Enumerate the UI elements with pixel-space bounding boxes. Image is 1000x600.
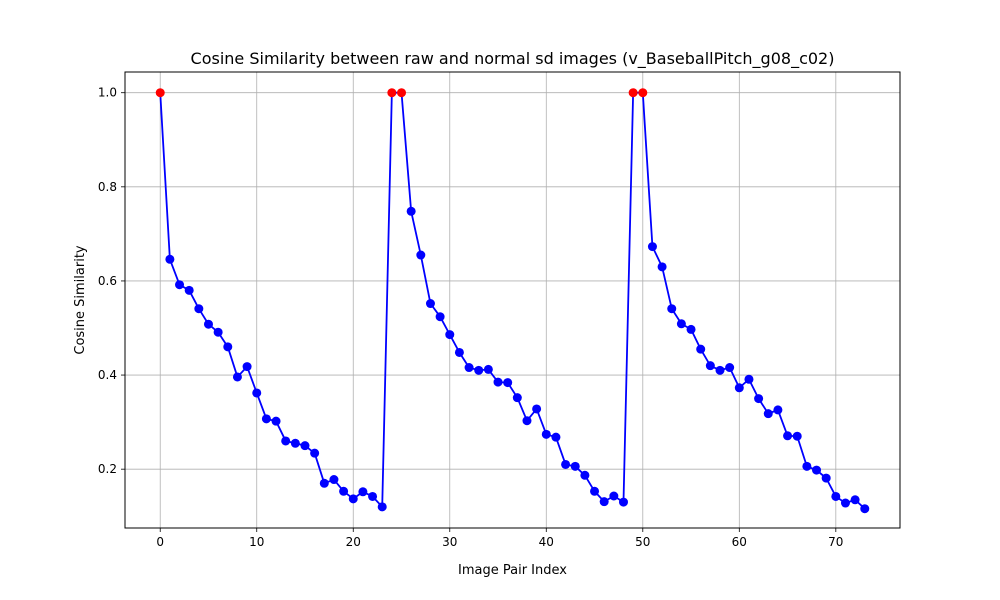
data-point (840, 498, 850, 508)
data-point (532, 404, 542, 414)
data-point (464, 363, 474, 373)
data-point (493, 377, 503, 387)
highlight-point (638, 88, 648, 98)
data-point (184, 285, 194, 295)
highlight-point (397, 88, 407, 98)
x-tick-label: 0 (156, 535, 164, 549)
data-point (261, 414, 271, 424)
data-point (213, 327, 223, 337)
data-point (676, 319, 686, 329)
highlight-point (387, 88, 397, 98)
data-point (194, 304, 204, 314)
data-point (435, 312, 445, 322)
data-point (271, 416, 281, 426)
data-point (618, 497, 628, 507)
y-tick-label: 0.8 (98, 180, 117, 194)
data-point (590, 486, 600, 496)
data-point (348, 494, 358, 504)
data-point (416, 250, 426, 260)
data-point (175, 280, 185, 290)
x-tick-label: 20 (346, 535, 361, 549)
data-point (368, 491, 378, 501)
data-point (821, 473, 831, 483)
data-point (165, 254, 175, 264)
x-tick-label: 50 (635, 535, 650, 549)
data-point (657, 262, 667, 272)
data-point (580, 470, 590, 480)
x-tick-label: 40 (539, 535, 554, 549)
data-point (609, 491, 619, 501)
series (155, 88, 870, 514)
data-point (252, 388, 262, 398)
y-tick-label: 0.2 (98, 462, 117, 476)
data-point (425, 299, 435, 309)
data-point (310, 448, 320, 458)
data-point (541, 429, 551, 439)
data-point (773, 405, 783, 415)
data-point (551, 432, 561, 442)
data-point (223, 342, 233, 352)
data-point (734, 383, 744, 393)
grid (125, 72, 900, 528)
x-tick-label: 10 (249, 535, 264, 549)
data-point (783, 431, 793, 441)
x-tick-label: 70 (828, 535, 843, 549)
data-point (744, 374, 754, 384)
y-axis-label: Cosine Similarity (73, 245, 88, 355)
data-point (705, 361, 715, 371)
data-point (503, 378, 513, 388)
data-point (522, 416, 532, 426)
data-point (850, 495, 860, 505)
data-point (599, 497, 609, 507)
plot-frame (124, 71, 901, 529)
data-point (300, 441, 310, 451)
data-point (647, 242, 657, 252)
data-point (696, 344, 706, 354)
data-point (860, 504, 870, 514)
data-point (725, 363, 735, 373)
x-axis-label: Image Pair Index (458, 563, 567, 578)
data-point (358, 487, 368, 497)
data-point (667, 304, 677, 314)
data-point (812, 465, 822, 475)
data-point (512, 393, 522, 403)
data-point (831, 491, 841, 501)
data-point (570, 461, 580, 471)
highlight-point (155, 88, 165, 98)
x-tick-label: 30 (442, 535, 457, 549)
data-point (232, 372, 242, 382)
highlight-point (628, 88, 638, 98)
y-tick-label: 0.6 (98, 274, 117, 288)
data-point (792, 431, 802, 441)
data-point (445, 330, 455, 340)
chart-title: Cosine Similarity between raw and normal… (191, 49, 835, 69)
data-point (339, 486, 349, 496)
data-point (242, 362, 252, 372)
data-point (715, 365, 725, 375)
data-point (406, 206, 416, 216)
data-point (290, 438, 300, 448)
data-point (763, 409, 773, 419)
data-point (561, 459, 571, 469)
data-point (474, 365, 484, 375)
data-point (377, 502, 387, 512)
data-point (483, 364, 493, 374)
data-point (319, 478, 329, 488)
data-point (454, 347, 464, 357)
y-tick-label: 0.4 (98, 368, 117, 382)
data-point (686, 324, 696, 334)
data-point (329, 475, 339, 485)
data-point (802, 461, 812, 471)
x-tick-label: 60 (732, 535, 747, 549)
data-point (754, 394, 764, 404)
data-point (203, 319, 213, 329)
ticks: 0 10 20 30 40 50 60 70 0.2 0.4 0.6 0.8 1.0 (98, 86, 844, 549)
y-tick-label: 1.0 (98, 86, 117, 100)
data-point (281, 436, 291, 446)
